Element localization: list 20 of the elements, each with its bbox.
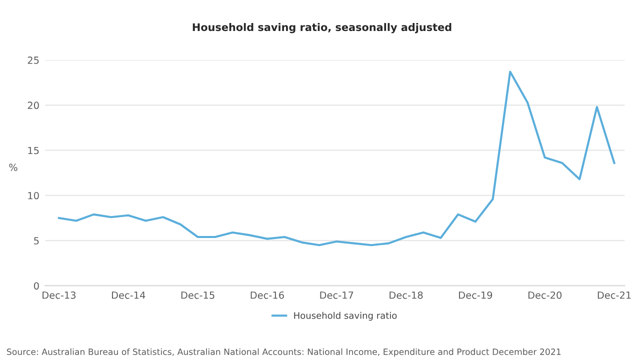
x-tick-label: Dec-13 (42, 291, 76, 299)
legend-label: Household saving ratio (294, 312, 397, 321)
chart-title: Household saving ratio, seasonally adjusted (192, 23, 452, 34)
x-tick-label: Dec-14 (112, 292, 146, 299)
x-tick-label: Dec-17 (320, 292, 354, 299)
y-tick-label: 25 (28, 56, 39, 64)
x-tick-label: Dec-16 (250, 291, 284, 299)
x-tick-label: Dec-20 (528, 291, 562, 299)
y-axis-title: % (9, 164, 18, 172)
y-tick-label: 0 (34, 282, 39, 290)
line-series (58, 70, 616, 246)
y-tick-label: 10 (28, 192, 39, 200)
y-tick-label: 20 (28, 102, 39, 110)
y-tick-label: 15 (28, 146, 39, 154)
source-note: Source: Australian Bureau of Statistics, Australian National Accounts: National Income, Expenditure and Product December 2021 (7, 348, 561, 357)
x-tick-label: Dec-15 (181, 292, 214, 299)
y-tick-label: 5 (34, 237, 39, 244)
x-tick-label: Dec-21 (598, 291, 631, 299)
x-tick-label: Dec-18 (390, 291, 423, 299)
x-tick-label: Dec-19 (459, 291, 492, 299)
